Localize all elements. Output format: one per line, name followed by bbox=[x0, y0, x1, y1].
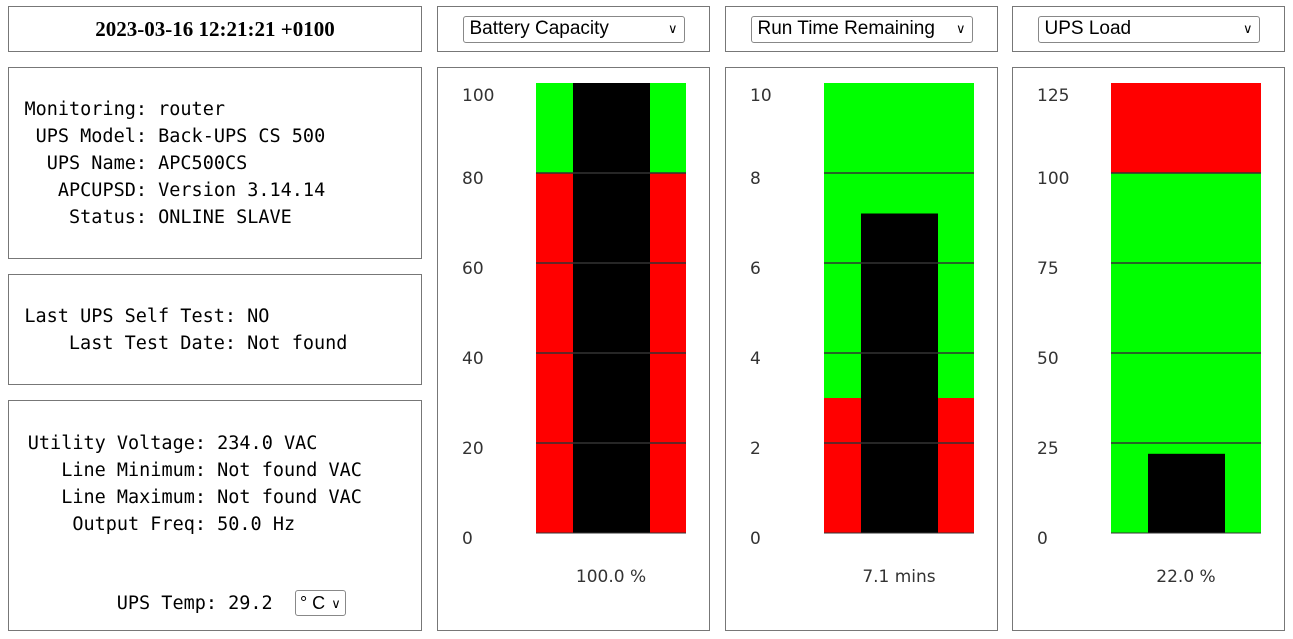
chart-metric-value: UPS Load bbox=[1044, 18, 1132, 39]
status-row: Status: ONLINE SLAVE bbox=[17, 204, 421, 231]
field-value: 234.0 VAC bbox=[217, 433, 318, 454]
datetime-display: 2023-03-16 12:21:21 +0100 bbox=[8, 6, 422, 52]
field-label: Utility Voltage: bbox=[27, 433, 206, 454]
field-label: Output Freq: bbox=[72, 514, 206, 535]
ups-temp-row: UPS Temp: 29.2 ° C ∨ bbox=[17, 576, 421, 630]
self-test-panel: Last UPS Self Test: NO Last Test Date: No… bbox=[8, 274, 422, 385]
chart-selector-box: Battery Capacity ∨ bbox=[437, 6, 710, 52]
field-value: Not found bbox=[247, 332, 348, 354]
tick-label: 10 bbox=[750, 86, 772, 106]
test-row: Last UPS Self Test: NO bbox=[17, 303, 421, 330]
power-row: Line Minimum: Not found VAC bbox=[17, 457, 421, 484]
value-bar bbox=[861, 213, 938, 533]
chart-panel: 0 20 40 60 80 100 100.0 % bbox=[437, 67, 710, 631]
temp-unit-value: ° C bbox=[299, 592, 326, 613]
tick-label: 60 bbox=[462, 259, 484, 279]
field-label: APCUPSD: bbox=[57, 179, 147, 201]
tick-label: 20 bbox=[462, 439, 484, 459]
chevron-down-icon: ∨ bbox=[331, 595, 341, 611]
field-value: APC500CS bbox=[158, 152, 248, 174]
temp-unit-select[interactable]: ° C ∨ bbox=[294, 590, 346, 616]
field-label: UPS Model: bbox=[35, 125, 147, 147]
chart-selector-box: Run Time Remaining ∨ bbox=[725, 6, 998, 52]
status-row: UPS Model: Back-UPS CS 500 bbox=[17, 123, 421, 150]
value-bar bbox=[573, 83, 650, 533]
chart-panel: 0 25 50 75 100 125 22.0 % bbox=[1012, 67, 1285, 631]
chart-metric-select[interactable]: UPS Load ∨ bbox=[1037, 15, 1260, 43]
tick-label: 6 bbox=[750, 259, 761, 279]
field-label: Last UPS Self Test: bbox=[24, 305, 236, 327]
tick-label: 8 bbox=[750, 169, 761, 189]
chevron-down-icon: ∨ bbox=[955, 21, 966, 36]
datetime-text: 2023-03-16 12:21:21 +0100 bbox=[95, 16, 335, 41]
field-value: Back-UPS CS 500 bbox=[158, 125, 326, 147]
tick-label: 40 bbox=[462, 349, 484, 369]
tick-label: 0 bbox=[1037, 529, 1048, 549]
tick-label: 2 bbox=[750, 439, 761, 459]
tick-label: 100 bbox=[1037, 169, 1069, 189]
chart-metric-select[interactable]: Battery Capacity ∨ bbox=[462, 15, 685, 43]
chart-metric-select[interactable]: Run Time Remaining ∨ bbox=[750, 15, 973, 43]
chevron-down-icon: ∨ bbox=[1242, 21, 1253, 36]
tick-label: 4 bbox=[750, 349, 761, 369]
field-label: Status: bbox=[69, 206, 147, 228]
value-label: 22.0 % bbox=[1156, 567, 1215, 587]
tick-label: 80 bbox=[462, 169, 484, 189]
tick-label: 0 bbox=[462, 529, 473, 549]
tick-label: 25 bbox=[1037, 439, 1059, 459]
ups-temp-value: 29.2 bbox=[228, 592, 273, 614]
field-label: UPS Name: bbox=[46, 152, 147, 174]
status-row: Monitoring: router bbox=[17, 96, 421, 123]
field-value: NO bbox=[247, 305, 270, 327]
warning-zone bbox=[1111, 83, 1261, 173]
ups-status-panel: Monitoring: router UPS Model: Back-UPS CS… bbox=[8, 67, 422, 259]
gauge-chart: 0 20 40 60 80 100 100.0 % bbox=[462, 83, 686, 587]
field-label: Line Maximum: bbox=[61, 487, 206, 508]
field-value: Not found VAC bbox=[217, 487, 362, 508]
tick-label: 75 bbox=[1037, 259, 1059, 279]
power-row: Output Freq: 50.0 Hz bbox=[17, 511, 421, 538]
field-label: Line Minimum: bbox=[61, 460, 206, 481]
chart-panel: 0 2 4 6 8 10 7.1 mins bbox=[725, 67, 998, 631]
field-label: Last Test Date: bbox=[68, 332, 236, 354]
test-row: Last Test Date: Not found bbox=[17, 330, 421, 357]
gauge-chart: 0 25 50 75 100 125 22.0 % bbox=[1037, 83, 1261, 587]
value-label: 100.0 % bbox=[576, 567, 646, 587]
ups-temp-label: UPS Temp: bbox=[116, 592, 217, 614]
status-row: APCUPSD: Version 3.14.14 bbox=[17, 177, 421, 204]
value-bar bbox=[1148, 453, 1225, 533]
field-value: Not found VAC bbox=[217, 460, 362, 481]
chart-selector-box: UPS Load ∨ bbox=[1012, 6, 1285, 52]
power-row: Line Maximum: Not found VAC bbox=[17, 484, 421, 511]
chart-metric-value: Run Time Remaining bbox=[757, 18, 935, 39]
field-value: router bbox=[158, 98, 225, 120]
gauge-chart: 0 2 4 6 8 10 7.1 mins bbox=[750, 83, 974, 587]
power-row: Utility Voltage: 234.0 VAC bbox=[17, 430, 421, 457]
tick-label: 50 bbox=[1037, 349, 1059, 369]
tick-label: 0 bbox=[750, 529, 761, 549]
tick-label: 125 bbox=[1037, 86, 1069, 106]
tick-label: 100 bbox=[462, 86, 494, 106]
status-row: UPS Name: APC500CS bbox=[17, 150, 421, 177]
chevron-down-icon: ∨ bbox=[667, 21, 678, 36]
field-value: Version 3.14.14 bbox=[158, 179, 326, 201]
field-value: ONLINE SLAVE bbox=[158, 206, 292, 228]
value-label: 7.1 mins bbox=[862, 567, 935, 587]
field-value: 50.0 Hz bbox=[217, 514, 296, 535]
power-panel: Utility Voltage: 234.0 VAC Line Minimum: … bbox=[8, 400, 422, 631]
field-label: Monitoring: bbox=[24, 98, 147, 120]
chart-metric-value: Battery Capacity bbox=[469, 18, 609, 39]
